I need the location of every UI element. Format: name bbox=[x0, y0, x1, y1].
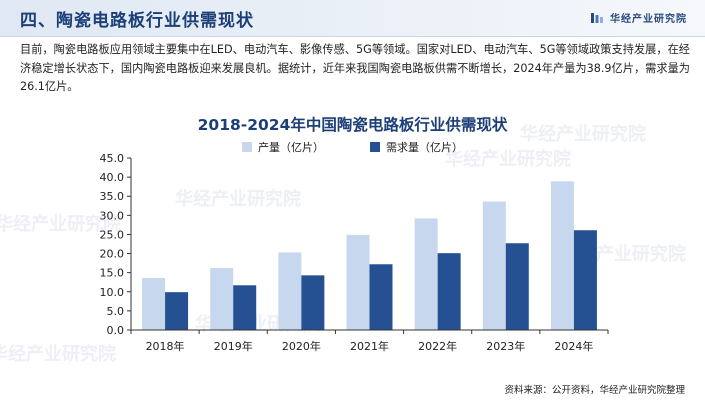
header-divider bbox=[0, 36, 705, 37]
y-tick-label: 0.0 bbox=[107, 324, 125, 337]
watermark-text: 华经产业研究院 bbox=[520, 123, 646, 145]
brand: 华经产业研究院 bbox=[590, 10, 687, 25]
x-tick-label: 2022年 bbox=[418, 339, 457, 353]
y-tick-label: 5.0 bbox=[107, 305, 125, 318]
legend-label-production: 产量（亿片） bbox=[258, 141, 324, 154]
y-tick-label: 40.0 bbox=[100, 171, 125, 184]
brand-name: 华经产业研究院 bbox=[610, 14, 687, 25]
chart-legend: 产量（亿片） 需求量（亿片） bbox=[0, 139, 705, 155]
watermark-text: 华经产业研究院 bbox=[445, 148, 571, 170]
chart-title: 2018-2024年中国陶瓷电路板行业供需现状 bbox=[197, 116, 508, 134]
y-tick-label: 35.0 bbox=[100, 190, 125, 203]
bar-demand-2022年 bbox=[437, 253, 461, 330]
bar-demand-2020年 bbox=[301, 275, 325, 330]
x-tick-label: 2020年 bbox=[282, 339, 321, 353]
bar-production-2023年 bbox=[482, 201, 506, 330]
bar-production-2024年 bbox=[550, 181, 574, 330]
x-axis: 2018年 2019年 2020年 2021年 2022年 2023年 2024年 bbox=[130, 329, 609, 353]
intro-paragraph: 目前，陶瓷电路板应用领域主要集中在LED、电动汽车、影像传感、5G等领域。国家对… bbox=[20, 43, 690, 93]
y-tick-label: 10.0 bbox=[100, 286, 125, 299]
y-tick-label: 30.0 bbox=[100, 209, 125, 222]
source-note: 资料来源：公开资料，华经产业研究院整理 bbox=[504, 385, 685, 396]
bar-production-2018年 bbox=[142, 278, 166, 330]
y-tick-label: 20.0 bbox=[100, 248, 125, 261]
y-tick-label: 15.0 bbox=[100, 267, 125, 280]
bar-demand-2023年 bbox=[505, 243, 529, 330]
watermark-text: 华经产业研究院 bbox=[0, 343, 116, 365]
watermark-layer: 华经产业研究院华经产业研究院华经产业研究院华经产业研究院华经产业研究院华经产业研… bbox=[0, 123, 686, 365]
bar-demand-2019年 bbox=[233, 285, 257, 330]
y-tick-label: 25.0 bbox=[100, 228, 125, 241]
bar-demand-2018年 bbox=[165, 292, 189, 330]
legend-swatch-demand bbox=[370, 142, 380, 152]
legend-swatch-production bbox=[242, 142, 252, 152]
x-tick-label: 2024年 bbox=[554, 339, 593, 353]
watermark-text: 华经产业研究院 bbox=[0, 213, 121, 235]
bar-demand-2024年 bbox=[573, 230, 597, 330]
legend-item-production: 产量（亿片） bbox=[242, 139, 324, 155]
x-tick-label: 2021年 bbox=[350, 339, 389, 353]
bar-demand-2021年 bbox=[369, 264, 393, 330]
bar-production-2020年 bbox=[278, 252, 302, 330]
section-header: 四、陶瓷电路板行业供需现状 华经产业研究院 bbox=[0, 0, 705, 36]
brand-logo-icon bbox=[591, 12, 603, 23]
section-title: 四、陶瓷电路板行业供需现状 bbox=[20, 11, 254, 31]
legend-item-demand: 需求量（亿片） bbox=[370, 139, 463, 155]
x-tick-label: 2019年 bbox=[214, 339, 253, 353]
bars bbox=[142, 181, 597, 330]
x-tick-label: 2018年 bbox=[146, 339, 185, 353]
bar-production-2022年 bbox=[414, 218, 438, 330]
legend-label-demand: 需求量（亿片） bbox=[386, 141, 463, 154]
bar-production-2021年 bbox=[346, 234, 370, 330]
y-tick-label: 45.0 bbox=[100, 152, 125, 165]
watermark-text: 华经产业研究院 bbox=[175, 188, 301, 210]
bar-production-2019年 bbox=[210, 268, 234, 330]
y-axis: 0.0 5.0 10.0 15.0 20.0 25.0 30.0 35.0 40.0 45.0 bbox=[100, 152, 132, 337]
x-tick-label: 2023年 bbox=[486, 339, 525, 353]
